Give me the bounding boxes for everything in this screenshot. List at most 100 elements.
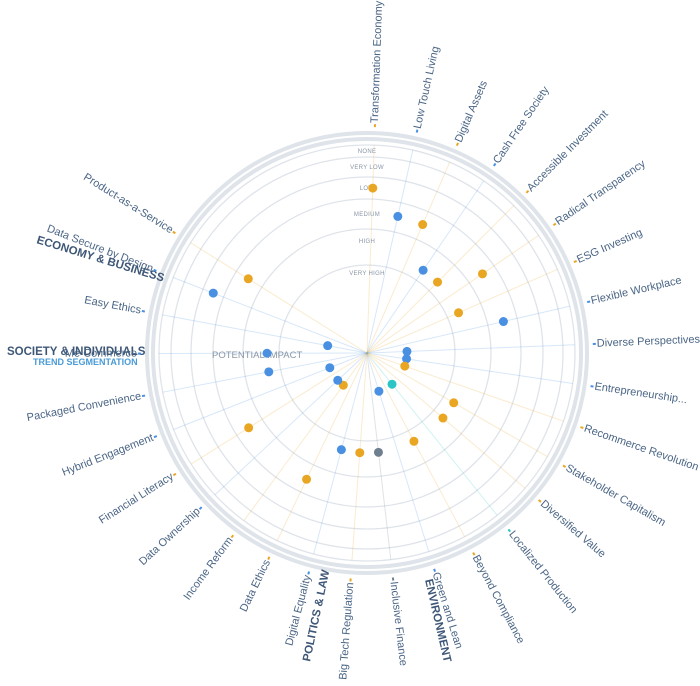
trend-tick [538,499,542,503]
trend-tick [433,568,436,572]
trend-marker[interactable] [402,346,412,356]
trend-marker[interactable] [262,348,272,358]
trend-marker[interactable] [336,445,346,455]
trend-marker[interactable] [244,423,254,433]
trend-spoke [366,352,564,422]
trend-label[interactable]: Recommerce Revolution [582,423,700,474]
trend-tick [415,129,419,133]
trend-marker[interactable] [498,317,508,327]
trend-label[interactable]: Diversified Value [538,498,608,560]
trend-markers [208,183,508,484]
trend-marker[interactable] [433,277,443,287]
trend-tick [580,426,584,430]
trend-marker[interactable] [243,274,253,284]
trend-marker[interactable] [373,447,383,457]
impact-level-label: VERY LOW [350,165,384,171]
trend-tick [141,394,146,398]
trend-spoke [214,352,368,496]
trend-label[interactable]: Inclusive Finance [387,581,409,667]
trend-tick [307,571,311,575]
trend-spoke [276,352,368,541]
trend-label[interactable]: Flexible Workplace [590,274,683,307]
impact-level-labels: NONE VERY LOW LOW MEDIUM HIGH VERY HIGH [349,149,385,277]
trend-marker[interactable] [438,413,448,423]
impact-rings [145,131,589,575]
impact-level-label: LOW [360,186,375,192]
trend-label[interactable]: Beyond Compliance [470,553,527,646]
impact-ring-5 [158,144,576,562]
trend-tick [493,162,497,167]
trend-marker[interactable] [368,183,378,193]
trend-spoke [366,234,539,354]
trend-label[interactable]: ESG Investing [575,227,644,266]
trend-spoke [366,352,430,552]
trend-tick [153,268,157,272]
trend-label[interactable]: Big Tech Regulation [337,582,356,680]
trend-marker[interactable] [325,363,335,373]
trend-marker[interactable] [449,398,459,408]
trend-label[interactable]: Entrepreneurship... [594,381,688,407]
outer-band [151,137,583,569]
trend-label[interactable]: Digital Assets [453,78,490,144]
trend-marker[interactable] [477,269,487,279]
trend-marker[interactable] [393,211,403,221]
trend-tick [525,189,530,194]
outer-border [145,131,589,575]
impact-ring-3 [190,176,544,530]
trend-label[interactable]: Radical Transparency [553,158,648,228]
trend-label[interactable]: Hybrid Engagement [60,432,155,479]
trend-marker[interactable] [355,448,365,458]
trend-spoke [162,314,368,354]
trend-marker[interactable] [323,341,333,351]
trend-label[interactable]: Easy Ethics [83,294,142,316]
trend-label[interactable]: Data Ownership [137,505,203,568]
trend-marker[interactable] [400,361,410,371]
trend-marker[interactable] [264,367,274,377]
trend-labels: Transformation Economy Low Touch Living Di… [26,0,700,680]
trend-label[interactable]: Product-as-a-Service [81,171,175,236]
trend-marker[interactable] [418,265,428,275]
impact-level-label: NONE [358,149,377,155]
trend-tick [552,222,557,227]
trend-spoke [366,352,573,384]
trend-tick [455,142,459,147]
trend-tick [172,230,176,235]
impact-level-label: HIGH [359,239,375,245]
trend-label[interactable]: Financial Literacy [97,470,176,526]
trend-label[interactable]: Me Commerce [65,347,137,359]
trend-marker[interactable] [409,436,419,446]
trend-marker[interactable] [374,386,384,396]
section-label-society[interactable]: SOCIETY & INDIVIDUALS [7,346,146,358]
trend-label[interactable]: Income Reform [181,535,235,603]
trend-label[interactable]: Transformation Economy [369,0,385,123]
trend-label[interactable]: Localized Production [506,529,579,616]
trend-tick [230,534,235,539]
trend-tick [586,300,591,304]
impact-level-label: VERY HIGH [349,271,385,277]
trend-marker[interactable] [333,375,343,385]
trend-marker[interactable] [402,354,412,364]
impact-ring-1 [242,228,492,478]
potential-impact-label: POTENTIAL IMPACT [212,350,302,361]
trend-marker[interactable] [302,474,312,484]
trend-marker[interactable] [208,288,218,298]
trend-marker[interactable] [387,379,397,389]
section-labels: ECONOMY & BUSINESS SOCIETY & INDIVIDUALS… [7,234,453,663]
trend-marker[interactable] [454,308,464,318]
trend-label[interactable]: Diverse Perspectives [597,334,700,350]
trend-spoke [243,352,368,521]
trend-spoke [190,352,368,465]
trend-label[interactable]: Low Touch Living [412,45,442,130]
trend-label[interactable]: Accessible Investment [525,108,611,194]
trend-marker[interactable] [418,220,428,230]
trend-tick [472,552,476,556]
trend-spoke [366,161,451,354]
trend-tick [141,310,146,313]
trend-spoke [190,242,368,354]
trend-spoke [366,352,498,516]
trend-label[interactable]: Stakeholder Capitalism [564,462,668,529]
trend-label[interactable]: Data Ethics [238,557,273,613]
trend-label[interactable]: Packaged Convenience [26,390,142,424]
trend-label[interactable]: Cash Free Society [491,84,552,166]
trend-spoke [366,305,570,354]
